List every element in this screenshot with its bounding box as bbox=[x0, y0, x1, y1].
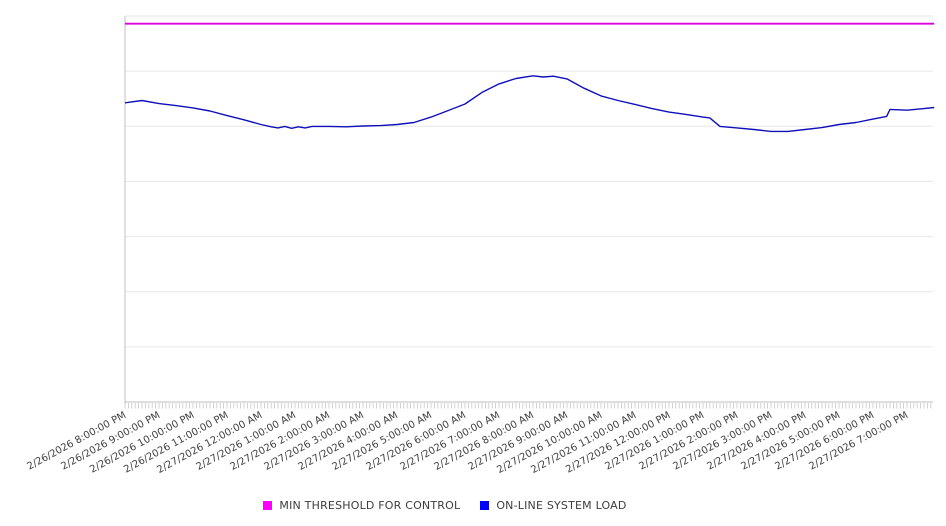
min-threshold-swatch-icon bbox=[263, 501, 273, 510]
legend-item-online-system-load: ON-LINE SYSTEM LOAD bbox=[480, 499, 626, 512]
online-load-swatch-icon bbox=[480, 501, 490, 510]
legend-label: MIN THRESHOLD FOR CONTROL bbox=[279, 499, 461, 512]
legend-label: ON-LINE SYSTEM LOAD bbox=[496, 499, 627, 512]
x-minor-ticks bbox=[124, 403, 932, 409]
online-system-load-line bbox=[124, 75, 935, 133]
chart-legend: MIN THRESHOLD FOR CONTROL ON-LINE SYSTEM… bbox=[0, 499, 918, 512]
legend-item-min-threshold: MIN THRESHOLD FOR CONTROL bbox=[263, 499, 460, 512]
